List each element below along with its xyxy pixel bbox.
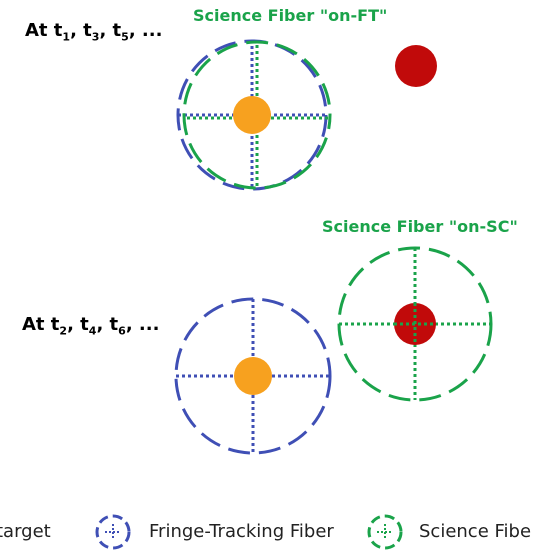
bottom-fringe-target: [234, 357, 272, 395]
time-sub: 4: [88, 324, 97, 338]
top-science-target: [395, 45, 437, 87]
time-label-top: At t1, t3, t5, ...: [25, 20, 163, 44]
time-sub: 2: [59, 324, 68, 338]
top-fringe-target: [233, 96, 271, 134]
time-label-bottom: At t2, t4, t6, ...: [22, 314, 160, 338]
time-label-text: At t: [25, 20, 63, 41]
top-science-fiber: [182, 40, 332, 190]
legend-target-label: target: [0, 521, 51, 542]
time-sub: 5: [121, 30, 129, 44]
legend-fringe-tracking-label: Fringe-Tracking Fiber: [149, 521, 334, 542]
legend-science-label: Science Fibe: [419, 521, 532, 542]
bottom-fringe-tracking-fiber: [174, 297, 332, 455]
science-fiber-on-sc-title: Science Fiber "on-SC": [322, 217, 518, 236]
science-fiber-icon: [367, 514, 403, 550]
time-sub: 3: [91, 30, 100, 44]
time-sub: 1: [62, 30, 71, 44]
time-sub: 6: [118, 324, 126, 338]
bottom-science-fiber: [337, 246, 493, 402]
science-fiber-on-ft-title: Science Fiber "on-FT": [193, 6, 388, 25]
time-label-text: At t: [22, 314, 60, 335]
fringe-tracking-fiber-icon: [95, 514, 131, 550]
